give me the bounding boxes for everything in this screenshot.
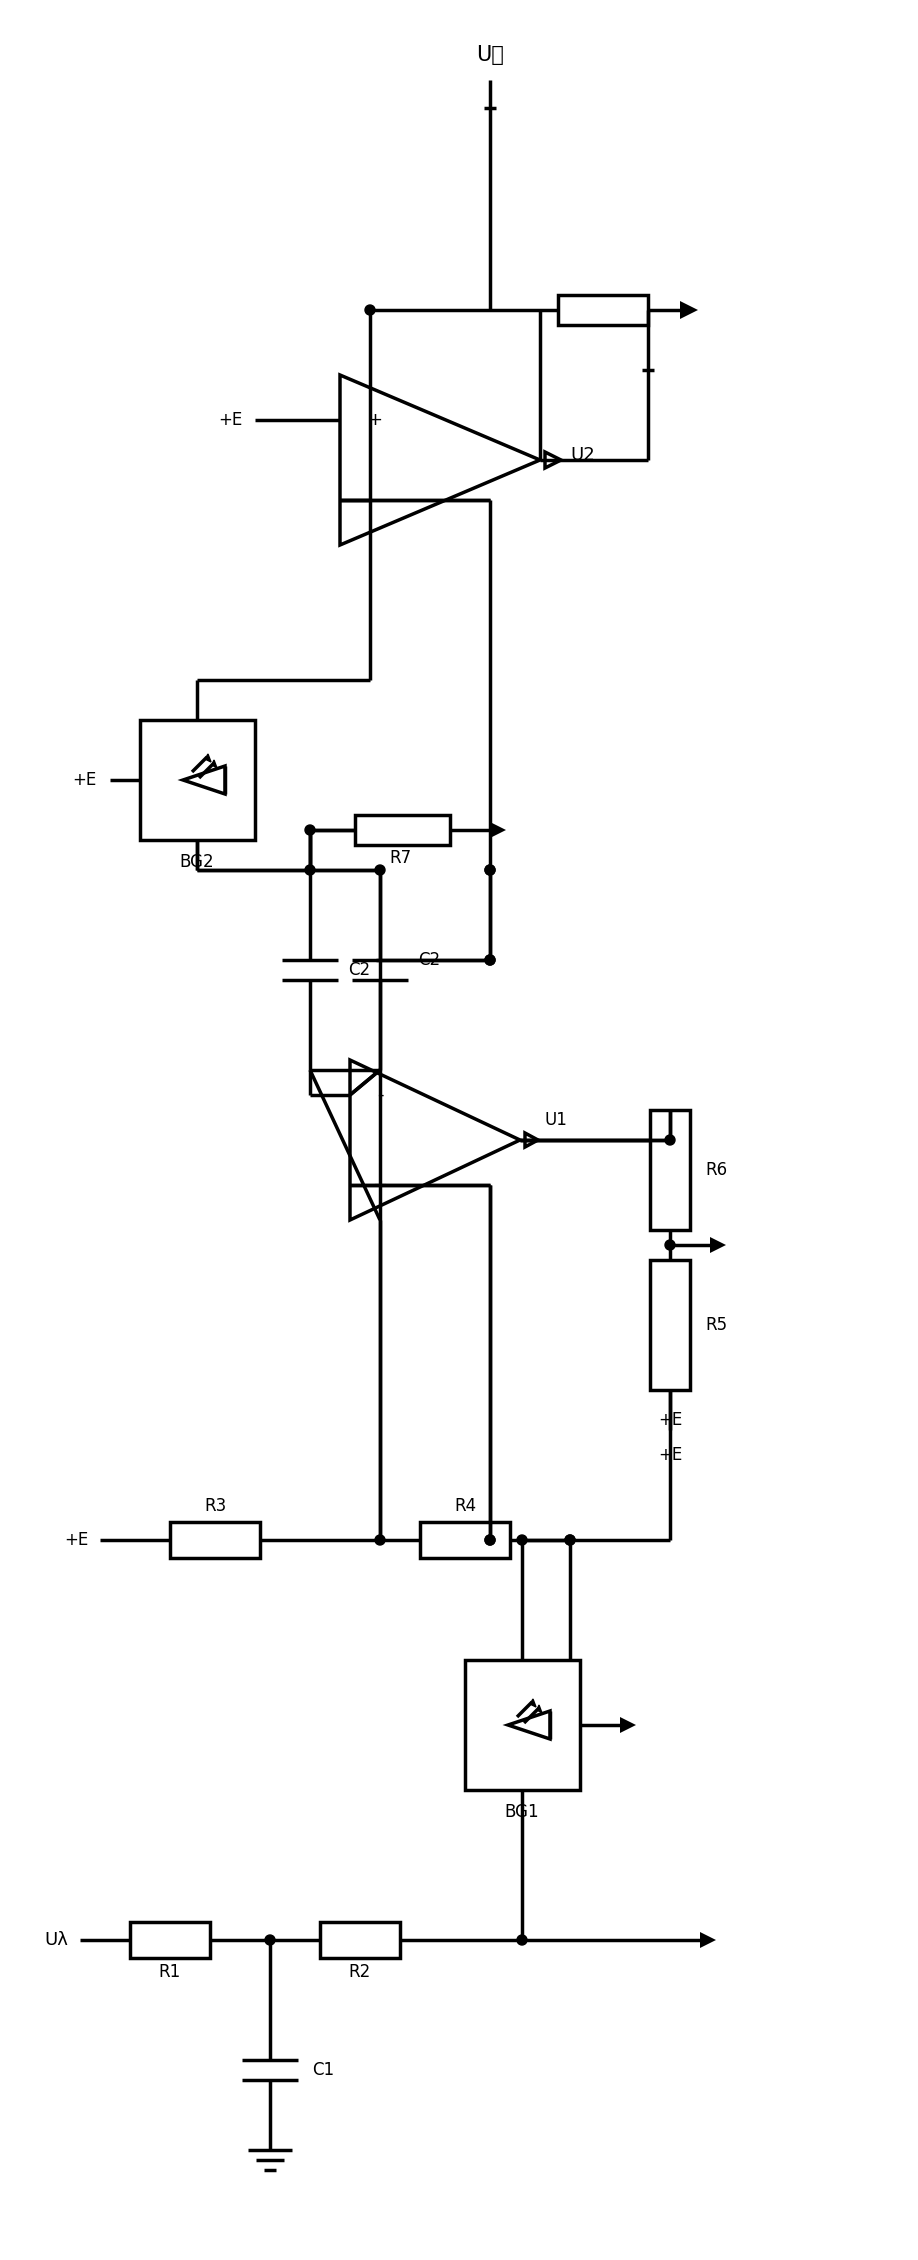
Circle shape [565,1535,575,1546]
Text: +E: +E [218,411,242,429]
Circle shape [305,866,315,875]
Polygon shape [620,1718,636,1733]
Bar [465,1661,580,1790]
Text: +E: +E [73,771,97,789]
Text: BG2: BG2 [180,852,214,870]
Bar [320,1921,400,1957]
Polygon shape [700,1932,716,1948]
Polygon shape [530,1700,536,1706]
Text: U母: U母 [476,45,504,66]
Text: R1: R1 [159,1964,181,1982]
Text: U1: U1 [545,1112,568,1130]
Bar [355,816,450,845]
Text: C2: C2 [418,951,440,970]
Circle shape [665,1135,675,1146]
Polygon shape [680,301,698,319]
Text: -: - [376,1087,383,1103]
Bar [558,296,648,325]
Circle shape [305,825,315,834]
Text: R5: R5 [705,1315,727,1333]
Circle shape [485,956,495,965]
Polygon shape [205,755,211,762]
Text: +: + [367,411,383,429]
Text: R3: R3 [204,1496,226,1514]
Text: R7: R7 [389,850,411,868]
Circle shape [375,866,385,875]
Circle shape [265,1935,275,1946]
Text: R6: R6 [705,1162,727,1180]
Text: C2: C2 [348,960,370,979]
Text: +E: +E [63,1530,88,1548]
Polygon shape [537,1704,542,1713]
Text: U2: U2 [570,445,595,463]
Text: C1: C1 [312,2061,334,2079]
Text: +E: +E [658,1446,682,1464]
Polygon shape [710,1236,726,1252]
Text: R2: R2 [349,1964,371,1982]
Bar [420,1521,510,1557]
Bar [650,1261,690,1390]
Circle shape [665,1241,675,1250]
Text: BG1: BG1 [505,1803,539,1822]
Circle shape [365,305,375,314]
Bar [130,1921,210,1957]
Polygon shape [490,823,506,838]
Text: -: - [372,490,378,509]
Circle shape [517,1535,527,1546]
Circle shape [375,1535,385,1546]
Text: Uλ: Uλ [44,1930,68,1948]
Polygon shape [212,759,217,768]
Text: R4: R4 [453,1496,476,1514]
Circle shape [485,1535,495,1546]
Text: +E: +E [658,1410,682,1428]
Circle shape [565,1535,575,1546]
Circle shape [517,1935,527,1946]
Circle shape [485,866,495,875]
Bar [170,1521,260,1557]
Circle shape [485,866,495,875]
Text: +: + [373,1175,387,1193]
Circle shape [485,1535,495,1546]
Circle shape [485,956,495,965]
Bar [650,1110,690,1229]
Bar [140,721,255,841]
